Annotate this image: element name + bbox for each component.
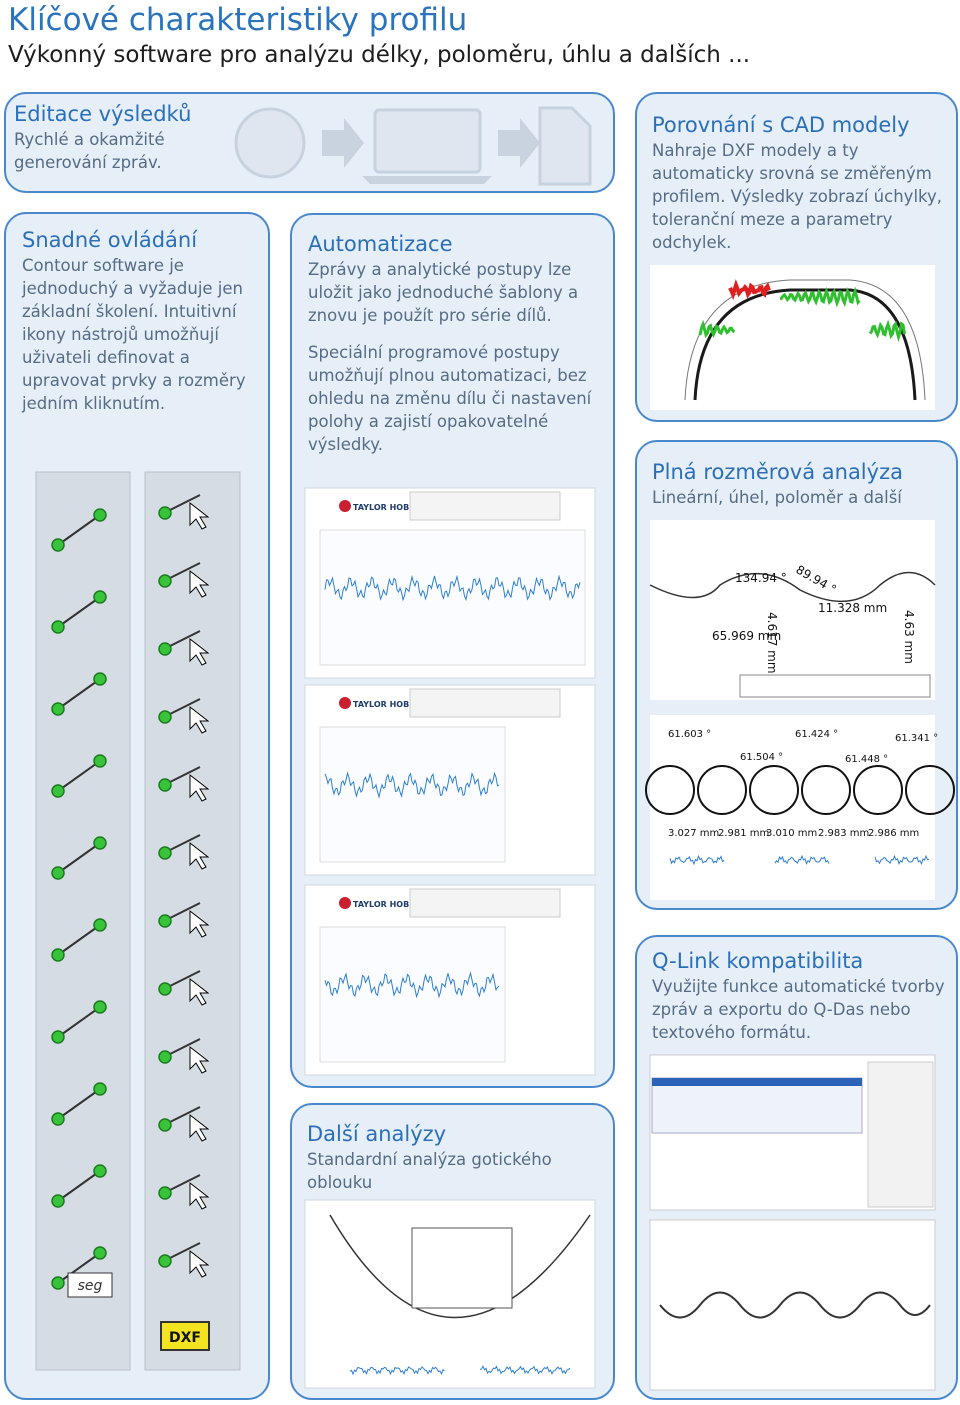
panel-text: Automatizace Zprávy a analytické postupy… [308, 232, 603, 470]
panel-paragraph: Zprávy a analytické postupy lze uložit j… [308, 260, 579, 325]
panel-title: Q-Link kompatibilita [652, 949, 864, 973]
panel-title: Editace výsledků [14, 102, 192, 126]
panel-text: Plná rozměrová analýza Lineární, úhel, p… [652, 460, 947, 523]
panel-paragraph: Rychlé a okamžité generování zpráv. [14, 130, 165, 172]
page-title: Klíčové charakteristiky profilu [8, 2, 468, 38]
panel-text: Snadné ovládání Contour software je jedn… [22, 228, 262, 429]
panel-title: Porovnání s CAD modely [652, 113, 910, 137]
panel-text: Další analýzy Standardní analýza gotické… [307, 1122, 597, 1208]
panel-title: Snadné ovládání [22, 228, 198, 252]
panel-paragraph: Contour software je jednoduchý a vyžaduj… [22, 256, 246, 413]
panel-paragraph: Speciální programové postupy umožňují pl… [308, 343, 592, 454]
panel-title: Další analýzy [307, 1122, 447, 1146]
panel-text: Q-Link kompatibilita Využijte funkce aut… [652, 949, 947, 1058]
panel-text: Editace výsledků Rychlé a okamžité gener… [14, 102, 194, 188]
panel-paragraph: Nahraje DXF modely a ty automaticky srov… [652, 141, 942, 252]
panel-paragraph: Využijte funkce automatické tvorby zpráv… [652, 977, 945, 1042]
panel-paragraph: Standardní analýza gotického oblouku [307, 1150, 552, 1192]
panel-paragraph: Lineární, úhel, poloměr a další [652, 488, 902, 507]
page-subtitle: Výkonný software pro analýzu délky, polo… [8, 42, 751, 68]
panel-title: Automatizace [308, 232, 453, 256]
panel-text: Porovnání s CAD modely Nahraje DXF model… [652, 113, 947, 268]
panel-title: Plná rozměrová analýza [652, 460, 903, 484]
